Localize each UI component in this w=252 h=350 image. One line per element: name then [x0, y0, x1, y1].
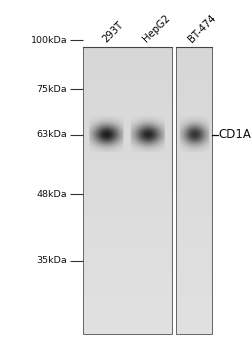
Text: 35kDa: 35kDa: [36, 256, 67, 265]
Text: 293T: 293T: [100, 20, 124, 44]
Text: 48kDa: 48kDa: [37, 190, 67, 199]
Bar: [175, 47, 211, 334]
Text: 63kDa: 63kDa: [36, 130, 67, 139]
Text: CD1A: CD1A: [218, 128, 251, 141]
Text: HepG2: HepG2: [140, 13, 171, 44]
Text: 100kDa: 100kDa: [30, 36, 67, 45]
Bar: [83, 47, 171, 334]
Text: BT-474: BT-474: [186, 13, 217, 44]
Text: 75kDa: 75kDa: [37, 85, 67, 94]
